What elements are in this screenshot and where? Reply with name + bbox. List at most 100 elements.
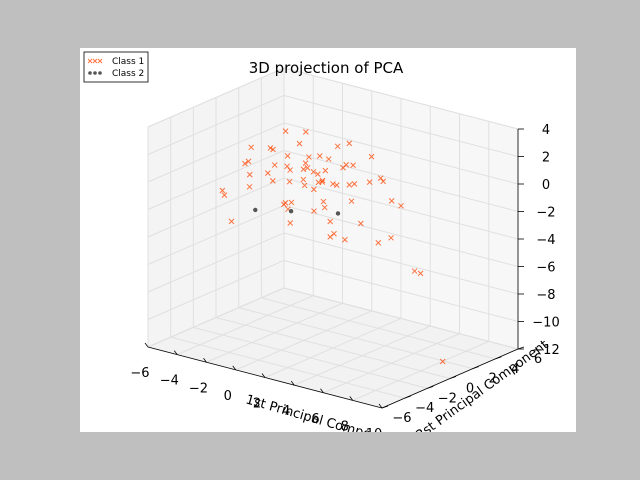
data-point	[368, 153, 375, 160]
x-tick-label: −4	[160, 374, 179, 389]
data-point	[281, 201, 287, 208]
legend-marker	[88, 71, 92, 75]
z-tick-label: −6	[536, 261, 555, 276]
grid-line	[283, 67, 519, 130]
z-tick-label: −12	[532, 343, 559, 358]
y-tick-label: −2	[438, 391, 457, 406]
data-point	[333, 182, 340, 189]
grid-line	[238, 307, 473, 370]
data-point	[300, 166, 307, 173]
data-point	[221, 192, 228, 199]
data-point	[284, 163, 291, 170]
pca-3d-chart: −6−4−20246810−6−4−20246−12−10−8−6−4−2024…	[83, 51, 560, 432]
z-tick-label: 0	[542, 178, 550, 193]
x-tick-label: 10	[366, 427, 383, 432]
y-tick-label: 0	[466, 382, 474, 397]
x-tick	[261, 373, 266, 378]
data-point	[310, 186, 317, 193]
y-tick	[449, 376, 457, 379]
x-tick-label: 6	[311, 412, 319, 427]
grid-line	[170, 336, 405, 399]
data-point	[375, 239, 382, 246]
data-point	[380, 178, 387, 185]
grid-line	[193, 326, 428, 389]
y-tick-label: 2	[489, 372, 497, 387]
x-tick	[349, 396, 354, 401]
data-point	[311, 208, 317, 214]
data-point	[264, 170, 271, 176]
legend-marker	[98, 71, 102, 75]
data-point	[319, 179, 326, 185]
data-point	[287, 167, 293, 173]
data-point	[325, 156, 332, 162]
grid-line	[147, 232, 285, 293]
x-tick-label: 2	[253, 397, 261, 412]
data-point	[346, 182, 353, 188]
x-tick	[203, 358, 207, 363]
data-point	[302, 160, 309, 166]
data-point	[316, 153, 323, 159]
grid-line	[147, 122, 285, 183]
data-point	[342, 236, 348, 243]
grid-line	[283, 150, 519, 212]
grid-line	[283, 232, 519, 295]
z-tick-label: 2	[542, 151, 550, 166]
legend: Class 1 Class 2	[83, 51, 149, 83]
y-tick-label: 4	[511, 362, 519, 377]
data-point	[388, 234, 394, 241]
data-point	[327, 218, 334, 225]
data-point	[219, 187, 226, 194]
data-point	[228, 218, 235, 225]
data-point	[271, 162, 278, 168]
data-point	[357, 220, 364, 227]
grid-line	[147, 177, 285, 238]
grid-line	[147, 287, 285, 348]
z-tick-label: −4	[536, 233, 555, 248]
x-tick-label: −2	[189, 381, 208, 396]
z-tick-label: −10	[532, 316, 559, 331]
data-point	[314, 171, 321, 177]
grid-line	[147, 95, 285, 155]
data-point	[246, 183, 253, 190]
data-point	[398, 202, 404, 209]
data-point	[366, 179, 373, 185]
figure: −6−4−20246810−6−4−20246−12−10−8−6−4−2024…	[80, 48, 576, 432]
data-point	[267, 145, 274, 151]
y-tick-label: −4	[415, 401, 434, 416]
grid-line	[283, 260, 519, 322]
y-tick	[427, 385, 434, 389]
data-point	[282, 128, 289, 134]
data-point	[346, 140, 353, 147]
grid-line	[283, 287, 519, 350]
z-tick-label: 4	[542, 123, 550, 138]
x-tick-label: 8	[341, 419, 349, 432]
data-point	[377, 175, 384, 181]
data-point	[330, 181, 336, 187]
legend-marker	[92, 58, 98, 64]
chart-title: 3D projection of PCA	[249, 59, 404, 77]
data-point	[320, 198, 327, 205]
data-point	[248, 144, 255, 151]
data-point	[321, 204, 328, 211]
data-point	[351, 181, 358, 187]
data-point	[296, 140, 303, 147]
data-point	[350, 162, 356, 169]
x-tick	[144, 342, 149, 348]
data-point	[439, 358, 446, 365]
x-tick	[173, 350, 178, 355]
z-tick-label: −2	[536, 206, 555, 221]
data-point	[334, 143, 341, 150]
data-point	[411, 268, 418, 274]
data-point	[304, 165, 311, 171]
grid-line	[147, 205, 285, 265]
legend-entry: Class 1	[112, 57, 144, 67]
data-point	[306, 154, 312, 160]
data-point	[302, 129, 309, 135]
x-tick	[320, 388, 324, 393]
legend-marker	[97, 58, 103, 64]
data-point	[417, 270, 424, 277]
grid-line	[261, 297, 496, 360]
data-point	[245, 158, 252, 165]
data-point	[322, 167, 329, 174]
data-point	[286, 178, 293, 185]
